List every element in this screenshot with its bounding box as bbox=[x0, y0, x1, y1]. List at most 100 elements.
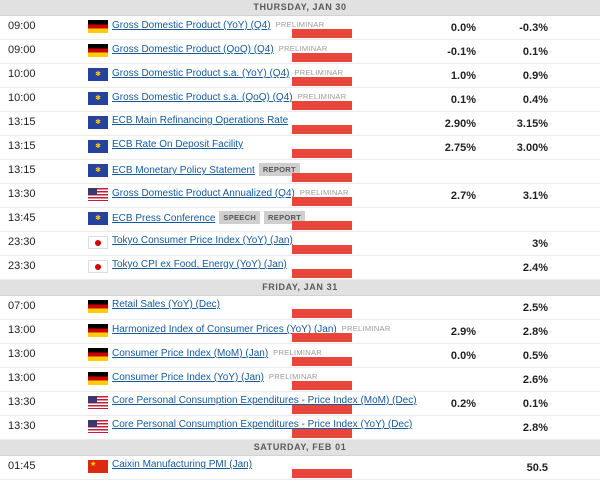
qualifier-label: PRELIMINAR bbox=[294, 68, 344, 77]
event-link[interactable]: Caixin Manufacturing PMI (Jan) bbox=[112, 459, 253, 470]
event-time: 13:15 bbox=[8, 140, 36, 152]
badge-speech[interactable]: SPEECH bbox=[219, 211, 261, 224]
event-link[interactable]: ECB Main Refinancing Operations Rate bbox=[112, 115, 289, 126]
flag-united-states-icon bbox=[88, 420, 108, 433]
event-link[interactable]: Core Personal Consumption Expenditures -… bbox=[112, 395, 417, 406]
importance-bar bbox=[292, 333, 352, 342]
event-time: 09:00 bbox=[8, 44, 36, 56]
flag-germany-icon bbox=[88, 348, 108, 361]
previous-value: 2.4% bbox=[522, 262, 548, 274]
event-link[interactable]: Core Personal Consumption Expenditures -… bbox=[112, 419, 413, 430]
event-row: 10:00 ✱ Gross Domestic Product s.a. (YoY) … bbox=[0, 64, 600, 88]
flag-china-icon: ★ bbox=[88, 460, 108, 473]
importance-bar bbox=[292, 245, 352, 254]
flag-eurozone-icon: ✱ bbox=[88, 212, 108, 225]
previous-value: 2.6% bbox=[522, 374, 548, 386]
forecast-value bbox=[396, 208, 476, 232]
event-row: 13:00 Consumer Price Index (YoY) (Jan) PRE… bbox=[0, 368, 600, 392]
event-link[interactable]: Gross Domestic Product s.a. (YoY) (Q4) bbox=[112, 68, 290, 79]
event-link[interactable]: ECB Rate On Deposit Facility bbox=[112, 139, 244, 150]
flag-germany-icon bbox=[88, 324, 108, 337]
flag-eurozone-icon: ✱ bbox=[88, 140, 108, 153]
event-link[interactable]: Gross Domestic Product (YoY) (Q4) bbox=[112, 20, 271, 31]
importance-bar bbox=[292, 53, 352, 62]
forecast-value: 1.0% bbox=[450, 70, 476, 82]
previous-value: 0.1% bbox=[522, 46, 548, 58]
event-row: 13:30 Core Personal Consumption Expenditu… bbox=[0, 392, 600, 416]
event-cell: Gross Domestic Product s.a. (QoQ) (Q4) PR… bbox=[112, 91, 346, 103]
importance-bar bbox=[292, 101, 352, 110]
previous-value: -0.3% bbox=[519, 22, 548, 34]
event-cell: Core Personal Consumption Expenditures -… bbox=[112, 419, 412, 430]
importance-bar bbox=[292, 77, 352, 86]
event-row: 13:45 ✱ ECB Press Conference SPEECH REPORT bbox=[0, 208, 600, 232]
event-link[interactable]: ECB Press Conference bbox=[112, 213, 216, 224]
qualifier-label: PRELIMINAR bbox=[275, 20, 325, 29]
forecast-value: 2.9% bbox=[450, 326, 476, 338]
event-row: 23:30 Tokyo Consumer Price Index (YoY) (J… bbox=[0, 232, 600, 256]
event-link[interactable]: Tokyo Consumer Price Index (YoY) (Jan) bbox=[112, 235, 293, 246]
event-link[interactable]: Gross Domestic Product Annualized (Q4) bbox=[112, 188, 295, 199]
event-row: 13:15 ✱ ECB Rate On Deposit Facility 2.75% 3… bbox=[0, 136, 600, 160]
event-cell: Caixin Manufacturing PMI (Jan) bbox=[112, 459, 252, 470]
event-link[interactable]: Retail Sales (YoY) (Dec) bbox=[112, 299, 221, 310]
event-row: 09:00 Gross Domestic Product (YoY) (Q4) PR… bbox=[0, 16, 600, 40]
previous-value: 3.00% bbox=[516, 142, 548, 154]
forecast-value bbox=[396, 456, 476, 480]
forecast-value: 2.75% bbox=[444, 142, 476, 154]
badge-report[interactable]: REPORT bbox=[264, 211, 306, 224]
event-time: 13:30 bbox=[8, 420, 36, 432]
forecast-value: 0.1% bbox=[450, 94, 476, 106]
previous-value: 3.15% bbox=[516, 118, 548, 130]
date-header: SATURDAY, FEB 01 bbox=[0, 440, 600, 456]
event-cell: ECB Monetary Policy Statement REPORT bbox=[112, 163, 300, 176]
forecast-value bbox=[396, 416, 476, 440]
event-link[interactable]: Gross Domestic Product (QoQ) (Q4) bbox=[112, 44, 274, 55]
event-link[interactable]: Consumer Price Index (YoY) (Jan) bbox=[112, 372, 264, 383]
previous-value: 0.1% bbox=[522, 398, 548, 410]
event-cell: Gross Domestic Product Annualized (Q4) PR… bbox=[112, 187, 349, 199]
badge-report[interactable]: REPORT bbox=[258, 163, 300, 176]
previous-value bbox=[468, 208, 548, 232]
event-cell: Retail Sales (YoY) (Dec) bbox=[112, 299, 220, 310]
event-cell: ECB Main Refinancing Operations Rate bbox=[112, 115, 288, 126]
event-cell: Core Personal Consumption Expenditures -… bbox=[112, 395, 417, 406]
event-link[interactable]: Tokyo CPI ex Food, Energy (YoY) (Jan) bbox=[112, 259, 287, 270]
event-link[interactable]: ECB Monetary Policy Statement bbox=[112, 165, 255, 176]
event-time: 13:15 bbox=[8, 116, 36, 128]
flag-germany-icon bbox=[88, 300, 108, 313]
event-link[interactable]: Gross Domestic Product s.a. (QoQ) (Q4) bbox=[112, 92, 293, 103]
event-row: 13:30 Core Personal Consumption Expenditu… bbox=[0, 416, 600, 440]
event-time: 13:00 bbox=[8, 348, 36, 360]
importance-bar bbox=[292, 429, 352, 438]
event-row: 01:45 ★ Caixin Manufacturing PMI (Jan) 50.5 bbox=[0, 456, 600, 480]
importance-bar bbox=[292, 405, 352, 414]
event-link[interactable]: Harmonized Index of Consumer Prices (YoY… bbox=[112, 324, 337, 335]
event-row: 09:00 Gross Domestic Product (QoQ) (Q4) PR… bbox=[0, 40, 600, 64]
importance-bar bbox=[292, 309, 352, 318]
event-row: 13:15 ✱ ECB Main Refinancing Operations Ra… bbox=[0, 112, 600, 136]
qualifier-label: PRELIMINAR bbox=[273, 348, 322, 357]
flag-germany-icon bbox=[88, 20, 108, 33]
event-cell: ECB Rate On Deposit Facility bbox=[112, 139, 243, 150]
previous-value bbox=[468, 160, 548, 184]
event-time: 13:00 bbox=[8, 324, 36, 336]
forecast-value: 0.0% bbox=[450, 22, 476, 34]
event-time: 09:00 bbox=[8, 20, 36, 32]
importance-bar bbox=[292, 125, 352, 134]
flag-eurozone-icon: ✱ bbox=[88, 92, 108, 105]
event-row: 13:00 Consumer Price Index (MoM) (Jan) PRE… bbox=[0, 344, 600, 368]
previous-value: 2.5% bbox=[522, 302, 548, 314]
date-header: THURSDAY, JAN 30 bbox=[0, 0, 600, 16]
event-link[interactable]: Consumer Price Index (MoM) (Jan) bbox=[112, 348, 269, 359]
flag-eurozone-icon: ✱ bbox=[88, 116, 108, 129]
flag-japan-icon bbox=[88, 260, 108, 273]
importance-bar bbox=[292, 357, 352, 366]
importance-bar bbox=[292, 197, 352, 206]
flag-germany-icon bbox=[88, 372, 108, 385]
event-cell: Harmonized Index of Consumer Prices (YoY… bbox=[112, 323, 391, 335]
qualifier-label: PRELIMINAR bbox=[268, 372, 318, 381]
previous-value: 0.4% bbox=[522, 94, 548, 106]
flag-japan-icon bbox=[88, 236, 108, 249]
